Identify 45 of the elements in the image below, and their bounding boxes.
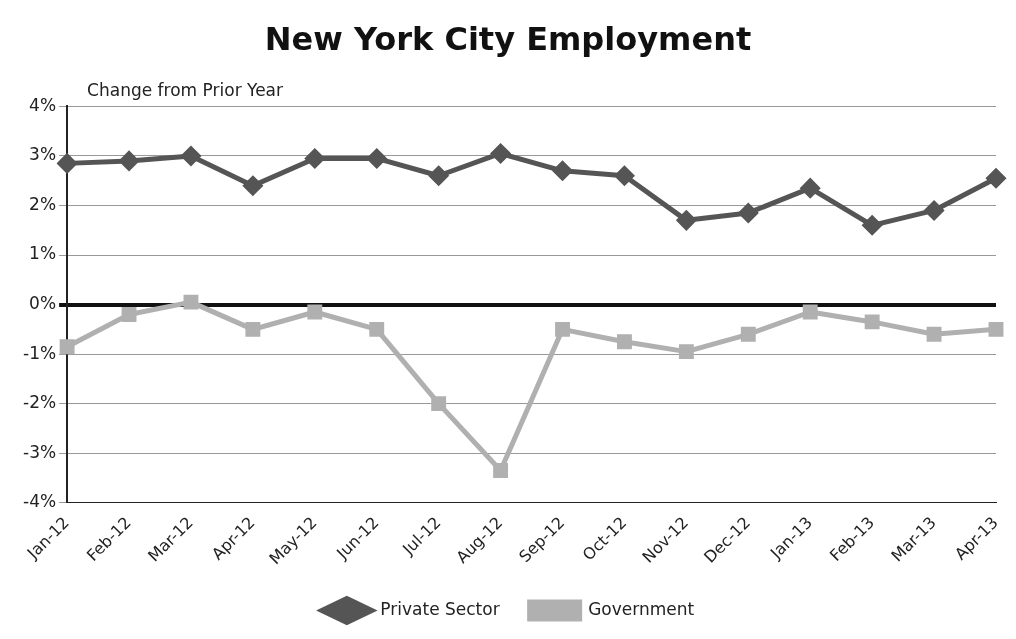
legend-label: Government — [588, 598, 695, 619]
point — [305, 148, 325, 168]
y-tick-label: -4% — [22, 491, 57, 512]
legend-label: Private Sector — [380, 598, 500, 619]
point — [367, 148, 387, 168]
y-tick-label: -1% — [22, 342, 57, 363]
y-axis-title: Change from Prior Year — [87, 80, 284, 101]
point — [181, 146, 201, 166]
point — [59, 339, 75, 355]
point — [738, 203, 758, 223]
point — [121, 307, 137, 322]
point — [307, 304, 323, 320]
point — [988, 321, 1004, 337]
point — [429, 166, 449, 186]
point — [924, 200, 944, 220]
point — [553, 161, 573, 181]
point — [555, 321, 570, 337]
point — [676, 210, 696, 230]
y-tick-label: 3% — [29, 144, 57, 165]
y-tick-label: 1% — [29, 243, 57, 264]
y-tick-label: 2% — [29, 193, 57, 214]
y-tick-label: -3% — [22, 441, 57, 462]
point — [493, 463, 509, 478]
point — [678, 344, 694, 360]
point — [183, 294, 199, 310]
point — [119, 151, 139, 171]
point — [802, 304, 818, 320]
y-tick-label: 0% — [29, 293, 57, 313]
point — [740, 326, 756, 342]
point — [431, 396, 447, 412]
y-tick-label: -2% — [22, 392, 57, 413]
point — [864, 314, 880, 330]
point — [986, 168, 1006, 188]
point — [57, 153, 77, 173]
point — [926, 326, 942, 342]
point — [800, 178, 820, 198]
point — [862, 215, 882, 235]
chart-title: New York City Employment — [264, 19, 752, 58]
point — [369, 321, 385, 337]
point — [614, 166, 634, 186]
y-tick-label: 4% — [29, 94, 57, 115]
point — [616, 334, 632, 350]
point — [243, 176, 263, 196]
point — [245, 321, 261, 337]
point — [491, 143, 511, 163]
